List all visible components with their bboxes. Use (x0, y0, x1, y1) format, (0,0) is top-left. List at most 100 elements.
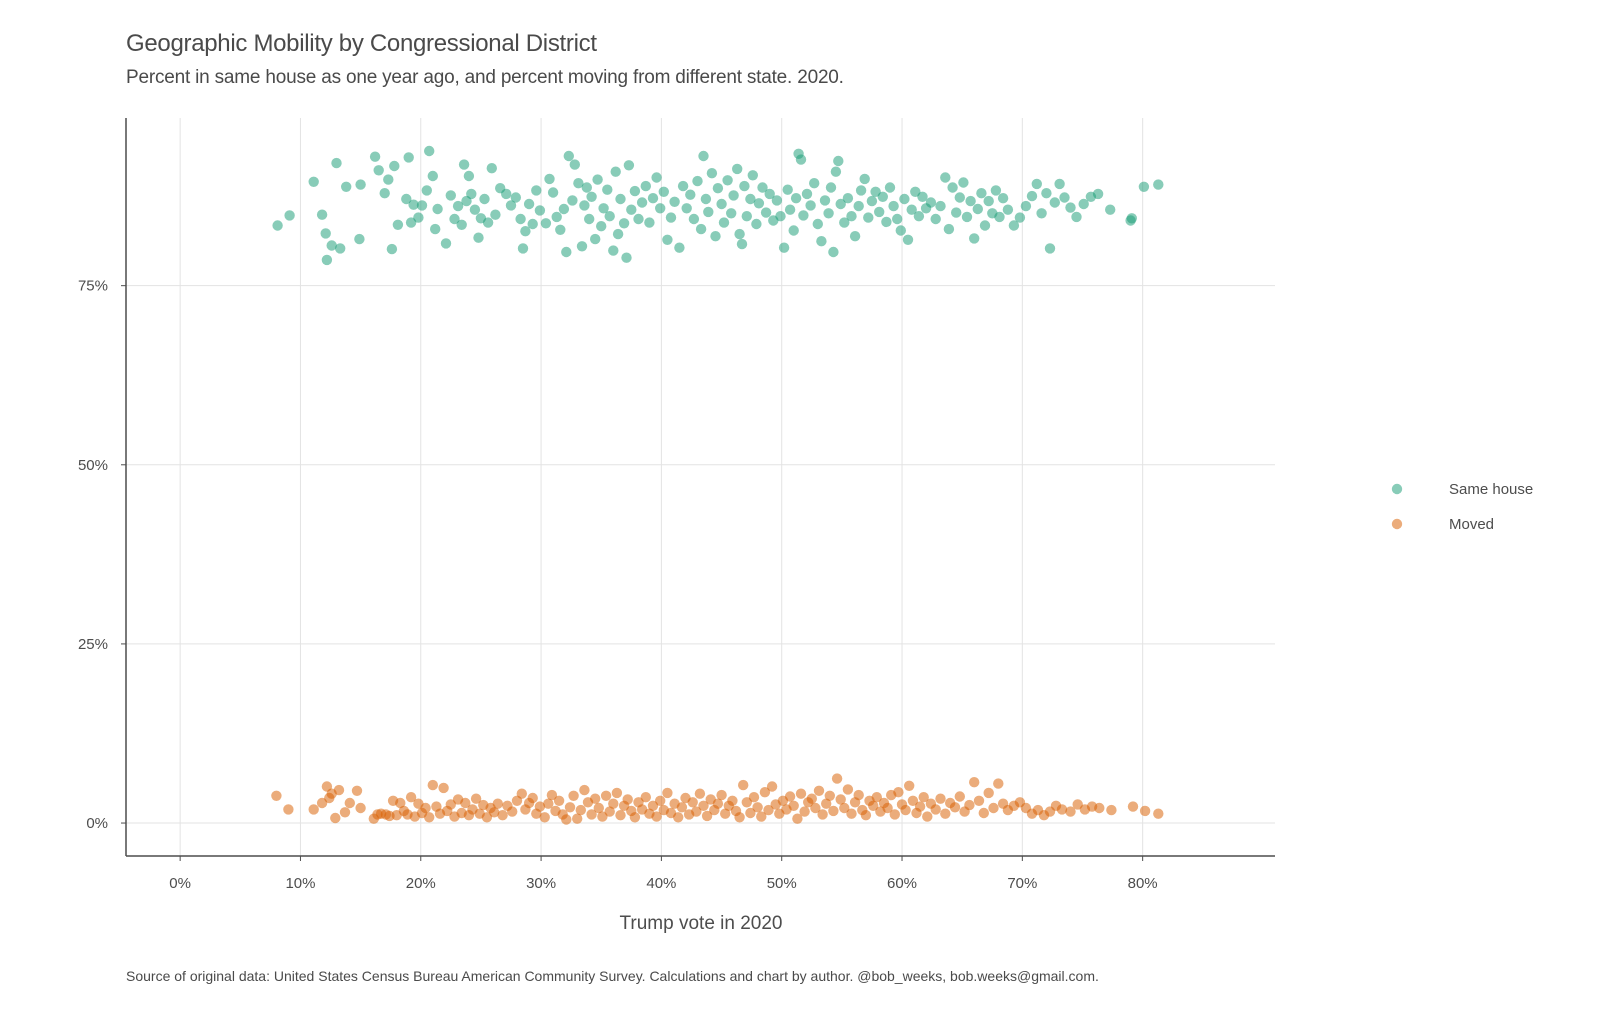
data-point (1031, 178, 1043, 190)
data-point (546, 789, 558, 801)
data-point (692, 175, 703, 187)
data-point (788, 800, 799, 811)
data-point (806, 793, 817, 804)
data-point (816, 236, 827, 247)
data-point (1065, 806, 1076, 817)
data-point (622, 794, 633, 805)
data-point (741, 797, 752, 808)
data-point (492, 798, 503, 809)
data-point (892, 213, 903, 225)
data-point (438, 782, 449, 794)
data-point (610, 166, 621, 177)
data-point (716, 198, 727, 210)
data-point (564, 802, 576, 813)
data-point (884, 182, 896, 193)
data-point (830, 166, 842, 177)
data-point (662, 234, 673, 245)
data-point (805, 200, 816, 211)
data-point (973, 795, 985, 806)
data-point (935, 200, 946, 212)
data-point (1059, 192, 1070, 203)
data-point (592, 174, 603, 185)
data-point (860, 810, 872, 821)
data-point (539, 812, 550, 823)
data-point (424, 145, 435, 157)
data-point (655, 795, 666, 806)
data-point (629, 812, 641, 823)
data-point (579, 784, 590, 796)
data-point (405, 792, 417, 803)
data-point (1138, 181, 1150, 192)
data-point (369, 151, 381, 162)
data-point (918, 792, 929, 803)
data-point (874, 206, 885, 218)
data-point (712, 798, 724, 809)
y-tick-label: 50% (78, 457, 108, 474)
data-point (788, 225, 799, 236)
data-point (584, 213, 595, 225)
data-point (907, 795, 919, 806)
data-point (558, 203, 570, 215)
data-point (351, 785, 363, 796)
data-point (990, 185, 1002, 196)
data-point (466, 188, 477, 200)
data-point (759, 787, 771, 798)
data-point (732, 163, 743, 175)
data-point (997, 193, 1009, 204)
data-point (676, 802, 688, 813)
data-point (738, 779, 749, 791)
chart-title: Geographic Mobility by Congressional Dis… (126, 30, 597, 57)
data-point (623, 160, 635, 171)
data-point (745, 807, 756, 819)
data-point (943, 223, 955, 235)
data-point (849, 231, 861, 242)
data-point (866, 195, 878, 207)
data-point (764, 188, 775, 200)
data-point (712, 183, 724, 194)
data-point (427, 779, 438, 791)
data-point (470, 793, 482, 804)
data-point (947, 182, 958, 193)
legend-label: Same house (1449, 481, 1533, 498)
data-point (809, 178, 820, 189)
data-point (403, 152, 414, 163)
data-point (954, 791, 965, 802)
data-point (432, 203, 443, 215)
data-point (853, 200, 864, 212)
data-point (1153, 808, 1164, 819)
data-point (813, 785, 825, 796)
data-point (859, 173, 870, 185)
data-point (665, 212, 677, 223)
data-point (604, 211, 615, 222)
data-points (271, 145, 1164, 825)
data-point (392, 219, 404, 230)
data-point (1002, 204, 1014, 215)
data-point (718, 217, 730, 228)
data-point (824, 790, 835, 801)
data-point (586, 809, 597, 820)
data-point (835, 794, 846, 805)
data-point (469, 204, 481, 215)
data-point (902, 234, 914, 245)
data-point (1106, 804, 1117, 816)
data-point (331, 157, 342, 169)
data-point (701, 810, 713, 822)
data-point (544, 173, 555, 185)
data-point (326, 240, 337, 251)
data-point (586, 191, 597, 202)
data-point (994, 211, 1005, 223)
data-point (882, 802, 893, 814)
data-point (460, 797, 471, 809)
data-point (741, 211, 752, 222)
data-point (598, 203, 609, 214)
data-point (658, 186, 669, 197)
data-point (445, 190, 456, 201)
data-point (440, 238, 452, 249)
data-point (964, 799, 975, 811)
data-point (1071, 211, 1082, 223)
data-point (1092, 188, 1104, 200)
data-point (669, 196, 680, 207)
data-point (581, 182, 592, 193)
data-point (516, 788, 527, 799)
data-point (1054, 178, 1065, 190)
